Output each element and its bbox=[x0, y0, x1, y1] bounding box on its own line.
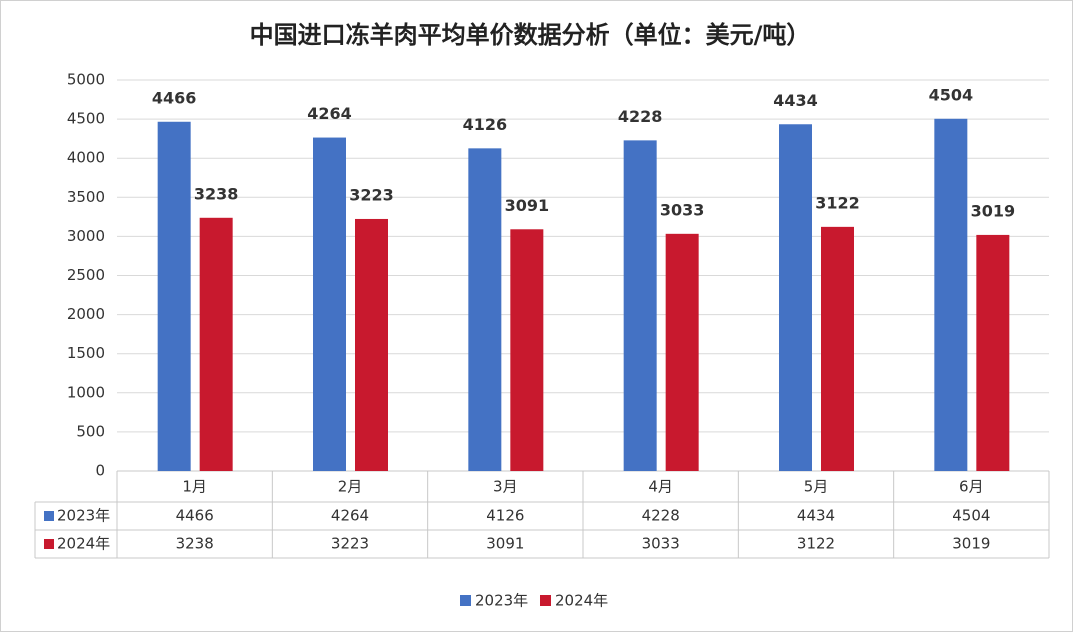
data-label: 4466 bbox=[152, 88, 197, 107]
bar bbox=[199, 217, 233, 471]
table-legend-key bbox=[44, 511, 54, 521]
data-label: 3122 bbox=[815, 193, 860, 212]
table-legend-key bbox=[44, 539, 54, 549]
table-cell: 4504 bbox=[952, 507, 990, 525]
legend-label: 2024年 bbox=[555, 592, 608, 610]
table-row-header: 2023年 bbox=[57, 507, 110, 525]
table-cell: 4466 bbox=[176, 507, 214, 525]
x-tick-label: 1月 bbox=[182, 478, 207, 496]
y-tick-label: 1000 bbox=[67, 383, 105, 401]
data-label: 3238 bbox=[194, 184, 239, 203]
table-cell: 3019 bbox=[952, 535, 990, 553]
legend-key bbox=[460, 595, 471, 606]
bar bbox=[157, 121, 191, 472]
table-cell: 4126 bbox=[486, 507, 524, 525]
bar bbox=[821, 226, 854, 471]
data-label: 3019 bbox=[971, 201, 1016, 220]
bar bbox=[934, 118, 968, 471]
table-cell: 3122 bbox=[797, 535, 835, 553]
table-cell: 4228 bbox=[642, 507, 680, 525]
data-label: 4504 bbox=[929, 85, 974, 104]
y-tick-label: 2500 bbox=[67, 266, 105, 284]
legend-key bbox=[540, 595, 551, 606]
data-label: 4434 bbox=[773, 91, 818, 110]
y-tick-label: 4500 bbox=[67, 110, 105, 128]
data-label: 4228 bbox=[618, 107, 663, 126]
y-tick-label: 3500 bbox=[67, 188, 105, 206]
table-cell: 3238 bbox=[176, 535, 214, 553]
bar bbox=[665, 233, 699, 471]
y-tick-label: 2000 bbox=[67, 305, 105, 323]
table-cell: 3223 bbox=[331, 535, 369, 553]
bar bbox=[468, 148, 502, 471]
x-tick-label: 6月 bbox=[959, 478, 984, 496]
legend-label: 2023年 bbox=[475, 592, 528, 610]
data-label: 3223 bbox=[349, 185, 394, 204]
x-tick-label: 2月 bbox=[338, 478, 363, 496]
table-cell: 4434 bbox=[797, 507, 835, 525]
bar bbox=[510, 229, 544, 471]
y-tick-label: 500 bbox=[76, 422, 105, 440]
chart-title: 中国进口冻羊肉平均单价数据分析（单位：美元/吨） bbox=[250, 21, 811, 49]
bar bbox=[313, 137, 346, 471]
y-tick-label: 4000 bbox=[67, 149, 105, 167]
x-tick-label: 5月 bbox=[804, 478, 829, 496]
table-cell: 3033 bbox=[642, 535, 680, 553]
y-tick-label: 3000 bbox=[67, 227, 105, 245]
data-label: 4126 bbox=[463, 115, 508, 134]
data-label: 3091 bbox=[505, 196, 550, 215]
x-tick-label: 3月 bbox=[493, 478, 518, 496]
data-label: 3033 bbox=[660, 200, 705, 219]
bar bbox=[976, 234, 1010, 471]
table-row-header: 2024年 bbox=[57, 535, 110, 553]
x-tick-label: 4月 bbox=[648, 478, 673, 496]
y-tick-label: 0 bbox=[95, 462, 105, 480]
bar bbox=[355, 218, 388, 471]
y-tick-label: 1500 bbox=[67, 344, 105, 362]
bar bbox=[779, 124, 812, 471]
table-cell: 4264 bbox=[331, 507, 369, 525]
data-label: 4264 bbox=[307, 104, 352, 123]
table-cell: 3091 bbox=[486, 535, 524, 553]
bar bbox=[623, 140, 657, 471]
y-tick-label: 5000 bbox=[67, 71, 105, 89]
